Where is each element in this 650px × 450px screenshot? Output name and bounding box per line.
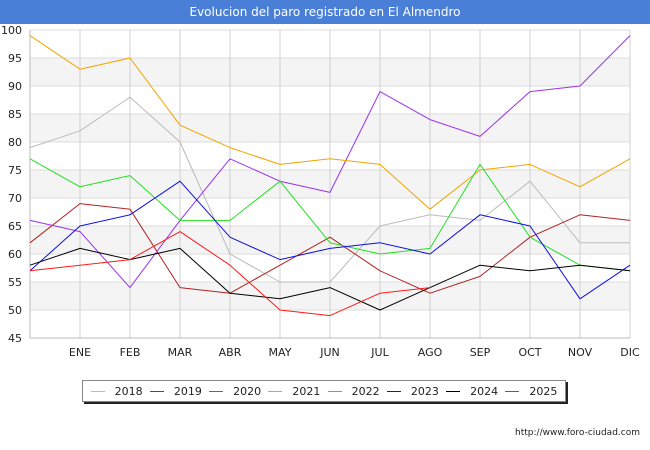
series-line-2022	[29, 158, 631, 272]
y-tick-label: 95	[8, 52, 22, 65]
x-tick-label: MAY	[269, 346, 292, 359]
series-line-2023	[29, 180, 631, 300]
y-tick-label: 55	[8, 276, 22, 289]
legend-swatch	[446, 390, 461, 392]
legend-label: 2025	[529, 384, 558, 398]
x-tick-label: OCT	[518, 346, 541, 359]
series-line-2025	[29, 231, 431, 317]
chart-title: Evolucion del paro registrado en El Alme…	[189, 5, 461, 19]
y-tick-label: 75	[8, 164, 22, 177]
x-tick-label: MAR	[168, 346, 193, 359]
y-tick-label: 90	[8, 80, 22, 93]
legend-item-2023: 2023	[386, 384, 439, 398]
x-tick-label: JUN	[319, 346, 340, 359]
x-tick-label: ABR	[219, 346, 242, 359]
legend-swatch	[386, 390, 401, 392]
legend-item-2022: 2022	[327, 384, 380, 398]
x-tick-label: AGO	[418, 346, 443, 359]
series-line-2018	[29, 96, 630, 283]
series-line-2020	[29, 35, 631, 289]
legend-swatch	[505, 390, 520, 392]
legend-swatch	[268, 390, 283, 392]
legend-item-2025: 2025	[505, 385, 557, 398]
y-tick-label: 70	[8, 192, 22, 205]
legend-item-2024: 2024	[446, 385, 498, 398]
legend-label: 2019	[173, 384, 202, 398]
legend-label: 2024	[470, 384, 499, 398]
y-tick-label: 50	[8, 304, 22, 317]
legend-label: 2018	[114, 384, 143, 398]
legend-swatch	[149, 390, 164, 392]
x-tick-label: DIC	[620, 346, 640, 359]
title-bar	[0, 0, 650, 24]
series-line-2021	[29, 35, 631, 210]
legend: 2018 2019 2020 2021 2022 2023 2024 2025	[82, 380, 566, 402]
y-tick-label: 45	[8, 332, 22, 345]
x-tick-label: ENE	[69, 346, 91, 359]
y-tick-label: 65	[8, 220, 22, 233]
legend-item-2019: 2019	[149, 384, 202, 398]
x-tick-label: FEB	[120, 346, 141, 359]
y-tick-label: 80	[8, 136, 22, 149]
legend-item-2018: 2018	[90, 384, 143, 398]
legend-label: 2022	[351, 384, 380, 398]
x-tick-label: JUL	[370, 346, 389, 359]
legend-item-2020: 2020	[209, 385, 261, 398]
y-tick-label: 60	[8, 248, 22, 261]
x-tick-label: SEP	[470, 346, 491, 359]
legend-swatch	[209, 390, 224, 392]
source-url: http://www.foro-ciudad.com	[515, 428, 640, 438]
y-tick-label: 100	[1, 24, 22, 37]
legend-label: 2020	[233, 384, 262, 398]
legend-label: 2021	[292, 384, 321, 398]
legend-swatch	[327, 390, 342, 392]
legend-item-2021: 2021	[268, 385, 320, 398]
x-tick-label: NOV	[568, 346, 593, 359]
legend-swatch	[90, 390, 105, 392]
y-tick-label: 85	[8, 108, 22, 121]
legend-label: 2023	[410, 384, 439, 398]
